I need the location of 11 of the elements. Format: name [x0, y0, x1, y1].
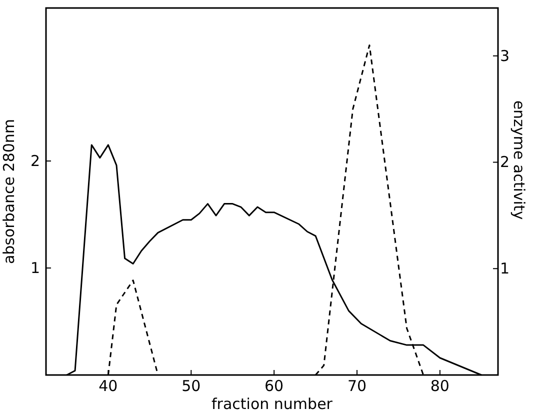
x-axis-title: fraction number: [212, 395, 334, 412]
x-tick-label: 60: [264, 377, 284, 395]
y2-tick-label: 3: [500, 46, 510, 65]
y2-axis-title: enzyme activity: [510, 100, 528, 220]
x-tick-label: 50: [182, 377, 201, 395]
y-axis-title: absorbance 280nm: [0, 118, 18, 264]
y2-tick-label: 2: [500, 153, 510, 172]
x-tick-label: 40: [98, 377, 118, 395]
x-tick-label: 80: [430, 377, 450, 395]
x-tick-label: 70: [347, 377, 367, 395]
y2-tick-label: 1: [500, 260, 510, 278]
